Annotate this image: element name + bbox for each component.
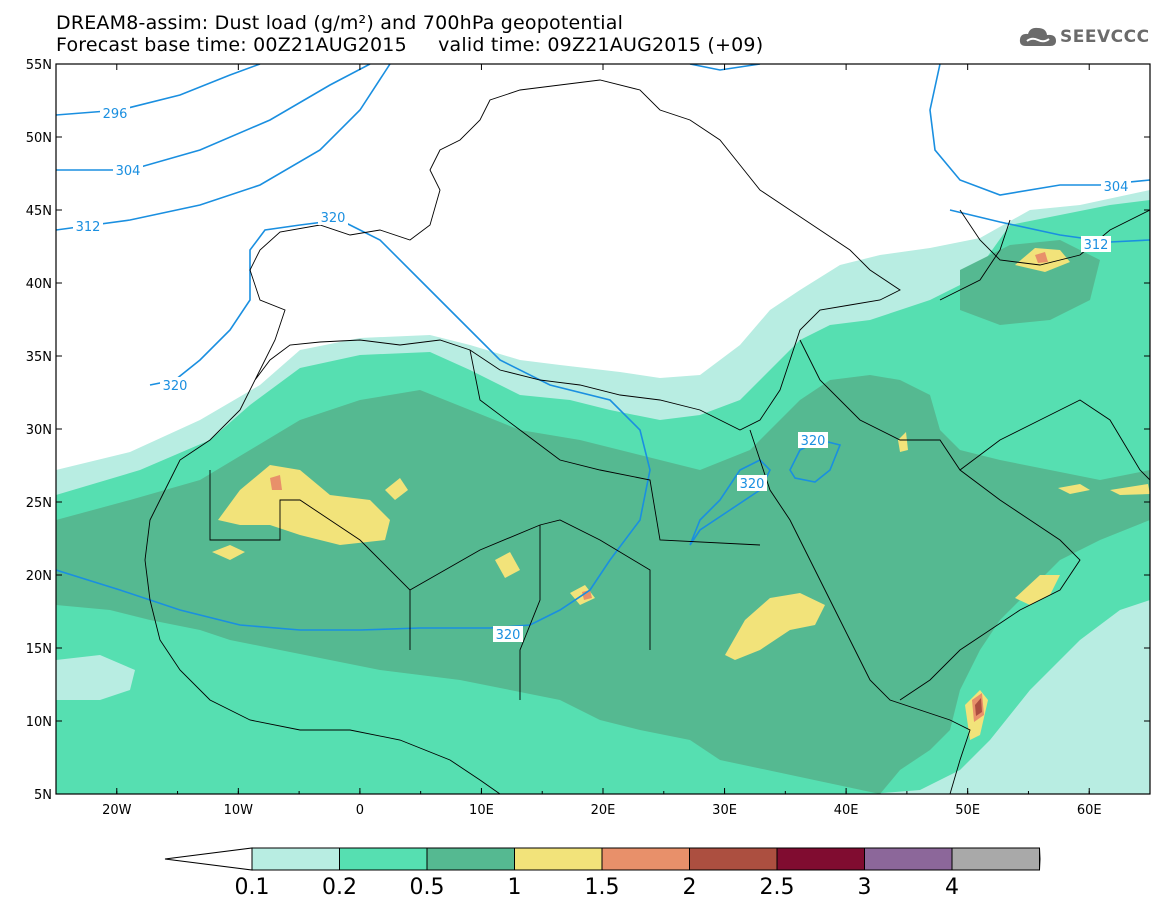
colorbar-low-triangle [164,847,253,871]
colorbar-label: 2 [683,875,697,900]
colorbar-label: 0.2 [322,875,357,900]
coastlines [144,79,1150,794]
lat-tick-label: 5N [34,788,52,803]
lat-tick-label: 20N [26,569,52,584]
colorbar-segment [514,847,603,871]
lat-tick-label: 35N [26,350,52,365]
colorbar: 0.1 0.2 0.5 1 1.5 2 2.5 3 4 [164,847,1041,900]
lat-tick-label: 45N [26,204,52,219]
lat-tick-label: 55N [26,58,52,73]
contour-label: 320 [801,434,826,449]
contour-label: 312 [1084,238,1109,253]
seevccc-logo: SEEVCCC [1018,24,1150,50]
colorbar-label: 0.5 [410,875,445,900]
colorbar-label: 0.1 [235,875,270,900]
colorbar-segment [689,847,778,871]
colorbar-label: 1 [508,875,522,900]
lat-tick-label: 10N [26,715,52,730]
colorbar-segment [601,847,690,871]
contour-label: 320 [740,477,765,492]
map-title-line2: Forecast base time: 00Z21AUG2015 valid t… [56,34,764,56]
colorbar-segment [776,847,865,871]
lon-tick-label: 20E [591,803,616,818]
dust-fields [56,64,1150,794]
contour-label: 304 [1104,180,1129,195]
colorbar-label: 3 [858,875,872,900]
contour-label: 320 [321,211,346,226]
lon-ticks: 20W 10W 0 10E 20E 30E 40E 50E 60E [55,64,1151,818]
colorbar-label: 2.5 [760,875,795,900]
lon-tick-label: 40E [834,803,859,818]
lon-tick-label: 30E [712,803,737,818]
contour-label: 296 [103,107,128,122]
colorbar-segment [339,847,428,871]
contour-label: 320 [496,628,521,643]
colorbar-label: 1.5 [585,875,620,900]
lon-tick-label: 60E [1077,803,1102,818]
colorbar-segment [951,847,1040,871]
lon-tick-label: 10E [469,803,494,818]
colorbar-label: 4 [945,875,959,900]
contour-label: 304 [116,164,141,179]
dust-layer-0.5 [56,240,1150,794]
lat-tick-label: 25N [26,496,52,511]
dust-layer-2 [975,698,982,716]
contour-label: 320 [163,379,188,394]
lon-tick-label: 10W [224,803,254,818]
lat-tick-label: 40N [26,277,52,292]
map-title-line1: DREAM8-assim: Dust load (g/m²) and 700hP… [56,12,624,34]
contour-labels: 296 304 312 320 320 320 320 320 304 312 [73,105,1131,643]
lon-tick-label: 0 [356,803,364,818]
colorbar-segment [426,847,515,871]
lat-ticks: 55N 50N 45N 40N 35N 30N 25N 20N 15N 10N 5N [26,58,1150,803]
lat-tick-label: 30N [26,423,52,438]
lon-tick-label: 50E [955,803,980,818]
cloud-logo-icon [1019,27,1056,46]
lon-tick-label: 20W [102,803,132,818]
lat-tick-label: 50N [26,131,52,146]
colorbar-segment [864,847,953,871]
colorbar-segment [251,847,340,871]
colorbar-high-triangle [1039,847,1041,871]
contour-label: 312 [76,220,101,235]
logo-text: SEEVCCC [1060,27,1150,47]
lat-tick-label: 15N [26,642,52,657]
